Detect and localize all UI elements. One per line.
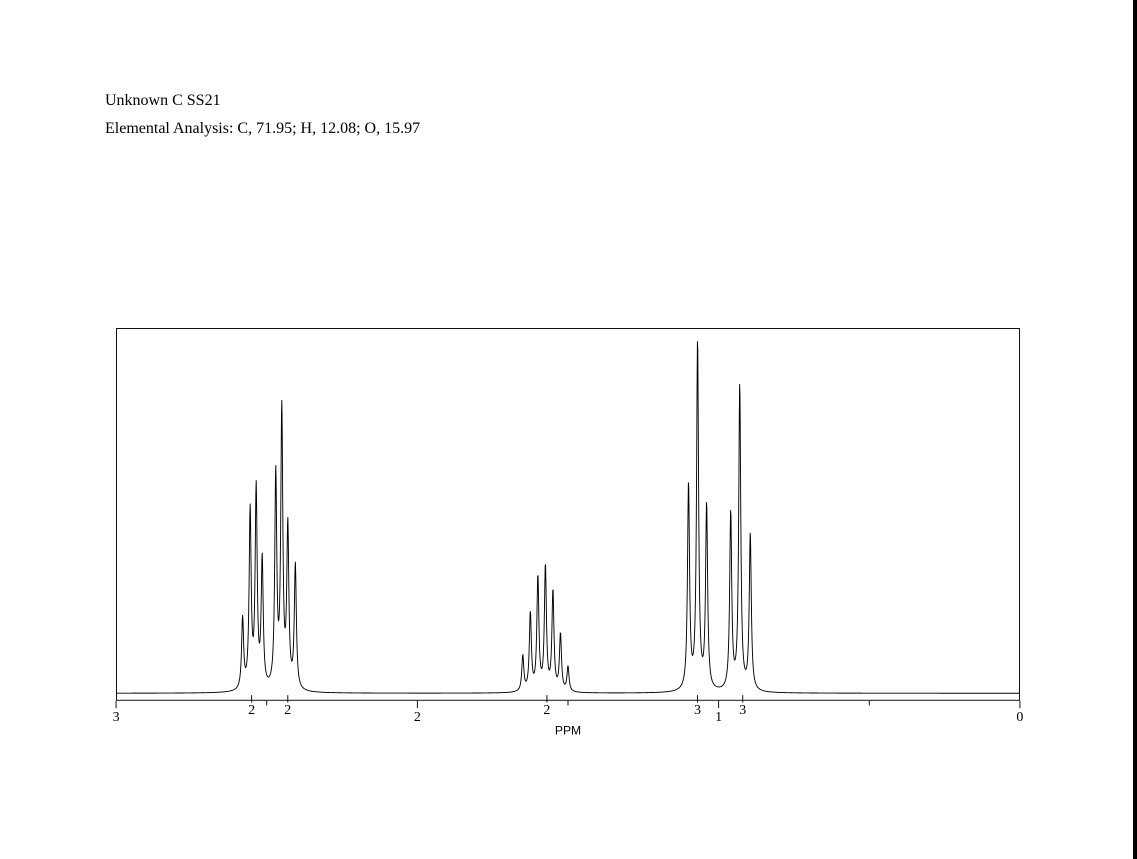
integration-label: 2 (248, 703, 255, 718)
page-right-edge (1133, 0, 1137, 859)
spectrum-svg: 3 2 1 0 2 2 2 3 3 PPM (83, 328, 1053, 738)
xtick-label: 0 (1016, 710, 1023, 725)
plot-border (117, 328, 1020, 700)
xtick-label: 2 (414, 710, 421, 725)
nmr-spectrum-chart: 3 2 1 0 2 2 2 3 3 PPM (83, 328, 1053, 738)
xtick-label: 3 (113, 710, 120, 725)
page: Unknown C SS21 Elemental Analysis: C, 71… (0, 0, 1120, 859)
sample-title: Unknown C SS21 (105, 92, 420, 110)
integration-label: 3 (739, 703, 746, 718)
xaxis-title: PPM (555, 723, 581, 737)
elemental-analysis: Elemental Analysis: C, 71.95; H, 12.08; … (105, 120, 420, 138)
integration-label: 2 (543, 703, 550, 718)
integration-label: 2 (284, 703, 291, 718)
xtick-label: 1 (715, 710, 722, 725)
header-block: Unknown C SS21 Elemental Analysis: C, 71… (105, 92, 420, 138)
integration-label: 3 (694, 703, 701, 718)
